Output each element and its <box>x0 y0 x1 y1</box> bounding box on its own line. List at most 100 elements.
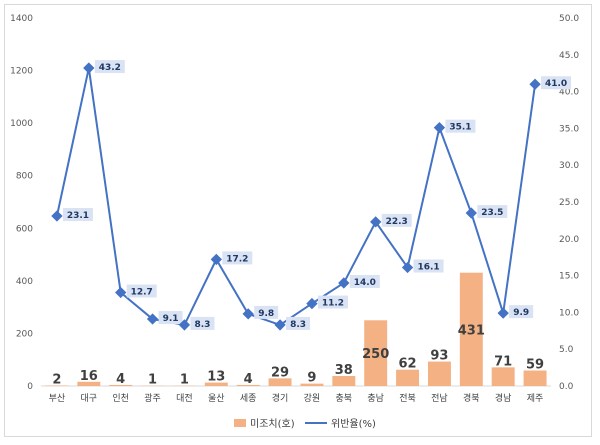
line-marker <box>338 277 350 289</box>
right-axis-tick-label: 5.0 <box>559 345 574 355</box>
category-tick-label: 세종 <box>240 393 257 404</box>
line-data-label: 17.2 <box>226 254 248 264</box>
bar-series: 2 16 4 1 1 13 4 29 9 38 250 62 93 431 71 59 <box>45 272 547 388</box>
left-axis-tick-label: 1200 <box>10 67 33 77</box>
line-marker <box>497 307 509 319</box>
right-axis-tick-label: 0.0 <box>559 382 574 392</box>
line-marker <box>465 207 477 219</box>
category-tick-label: 울산 <box>208 393 225 404</box>
line-marker <box>210 253 222 266</box>
line-data-label-box <box>158 311 183 325</box>
chart-frame: 0 200 400 600 800 1000 1200 1400 0.0 5.0 10.0 15.0… <box>4 4 592 437</box>
category-tick-label: 전남 <box>431 393 448 404</box>
bar <box>45 385 69 386</box>
right-axis-tick-label: 45.0 <box>559 51 579 61</box>
line-data-label-box <box>413 259 444 273</box>
line-data-label-box <box>381 213 412 227</box>
line-data-label: 22.3 <box>386 217 408 227</box>
line-marker <box>178 319 191 331</box>
bar <box>332 376 356 386</box>
bar <box>204 382 228 386</box>
right-axis-tick-label: 50.0 <box>559 14 579 24</box>
line-marker <box>83 62 95 74</box>
line-marker <box>433 122 446 134</box>
line-data-label: 14.0 <box>354 278 376 288</box>
category-tick-label: 충남 <box>367 393 384 404</box>
category-tick-label: 대구 <box>81 393 98 404</box>
legend-bar-label: 미조치(호) <box>250 418 295 430</box>
line-series: 23.1 43.2 12.7 9.1 8.3 17.2 9.8 8.3 11.2 14.0 22.3… <box>51 60 572 331</box>
line-data-label: 9.8 <box>258 309 274 319</box>
legend: 미조치(호) 위반율(%) <box>234 417 376 430</box>
bar-data-label: 9 <box>307 371 316 386</box>
line-data-label-box <box>222 251 253 265</box>
bar-data-label: 2 <box>52 372 61 387</box>
left-axis-tick-label: 1000 <box>10 119 33 129</box>
left-axis-tick-label: 800 <box>16 172 33 182</box>
right-axis-tick-label: 40.0 <box>559 88 579 98</box>
bar-data-label: 250 <box>362 347 389 362</box>
bar <box>396 369 420 386</box>
line-data-label: 23.1 <box>67 211 89 221</box>
line-data-label: 11.2 <box>322 299 344 309</box>
line-marker <box>401 261 414 274</box>
bar <box>523 370 547 386</box>
category-tick-label: 인천 <box>112 393 129 404</box>
category-tick-label: 전북 <box>399 393 416 404</box>
right-axis-tick-label: 30.0 <box>559 161 579 171</box>
line-data-label: 12.7 <box>131 288 153 298</box>
line-data-label: 43.2 <box>99 63 121 73</box>
bar-data-label: 4 <box>244 372 253 387</box>
left-axis-tick-label: 1400 <box>10 14 33 24</box>
line-data-label-box <box>62 207 93 221</box>
right-axis-tick-label: 10.0 <box>559 308 579 318</box>
category-tick-label: 충북 <box>336 393 353 404</box>
right-axis: 0.0 5.0 10.0 15.0 20.0 25.0 30.0 35.0 40.0 45.0 50… <box>559 14 579 392</box>
bar-data-label: 29 <box>271 365 289 380</box>
line-data-label-box <box>190 316 215 330</box>
line-data-label: 16.1 <box>417 263 439 273</box>
bar-data-label: 4 <box>116 372 125 387</box>
bar-data-label: 1 <box>148 373 157 388</box>
legend-bar-swatch <box>234 419 246 427</box>
line-data-label: 8.3 <box>290 320 306 330</box>
category-tick-label: 광주 <box>144 392 161 404</box>
category-tick-label: 대전 <box>176 393 193 404</box>
line-data-label-box <box>126 284 157 298</box>
line-marker <box>51 210 63 222</box>
bar <box>268 378 292 386</box>
line-data-label: 9.1 <box>163 314 179 324</box>
line-data-label-box <box>254 305 279 319</box>
category-tick-label: 제주 <box>527 393 544 404</box>
bar-data-label: 71 <box>494 354 512 369</box>
bar-data-label: 62 <box>399 357 417 372</box>
bar <box>364 320 388 386</box>
line-data-label: 23.5 <box>481 208 503 218</box>
bar <box>459 272 483 386</box>
bar <box>77 381 101 386</box>
bar-data-label: 93 <box>430 349 448 364</box>
left-axis-tick-label: 0 <box>27 382 33 392</box>
bar-data-label: 13 <box>207 370 225 385</box>
line-data-label-box <box>94 60 125 74</box>
line-data-label: 41.0 <box>545 79 567 89</box>
line-data-label-box <box>286 316 311 330</box>
line-data-label-box <box>349 274 380 288</box>
legend-line-label: 위반율(%) <box>331 417 376 430</box>
bar <box>427 361 451 386</box>
right-axis-tick-label: 15.0 <box>559 272 579 282</box>
category-tick-label: 경남 <box>495 392 512 404</box>
line-data-label-box <box>477 205 508 219</box>
line-data-label: 9.9 <box>513 308 529 318</box>
category-axis: 부산 대구 인천 광주 대전 울산 세종 경기 강원 충북 충남 전북 전남 경북 경남 제주 <box>49 392 544 404</box>
line-data-label: 35.1 <box>449 123 471 133</box>
line-data-label-box <box>509 305 534 319</box>
line-data-label-box <box>317 295 348 309</box>
left-axis-tick-label: 200 <box>16 329 33 339</box>
line-data-label-box <box>445 119 476 133</box>
line-marker <box>529 78 541 90</box>
bar-data-label: 16 <box>80 369 98 384</box>
category-tick-label: 강원 <box>304 393 321 404</box>
right-axis-tick-label: 25.0 <box>559 198 579 208</box>
line-data-label: 8.3 <box>194 320 210 330</box>
